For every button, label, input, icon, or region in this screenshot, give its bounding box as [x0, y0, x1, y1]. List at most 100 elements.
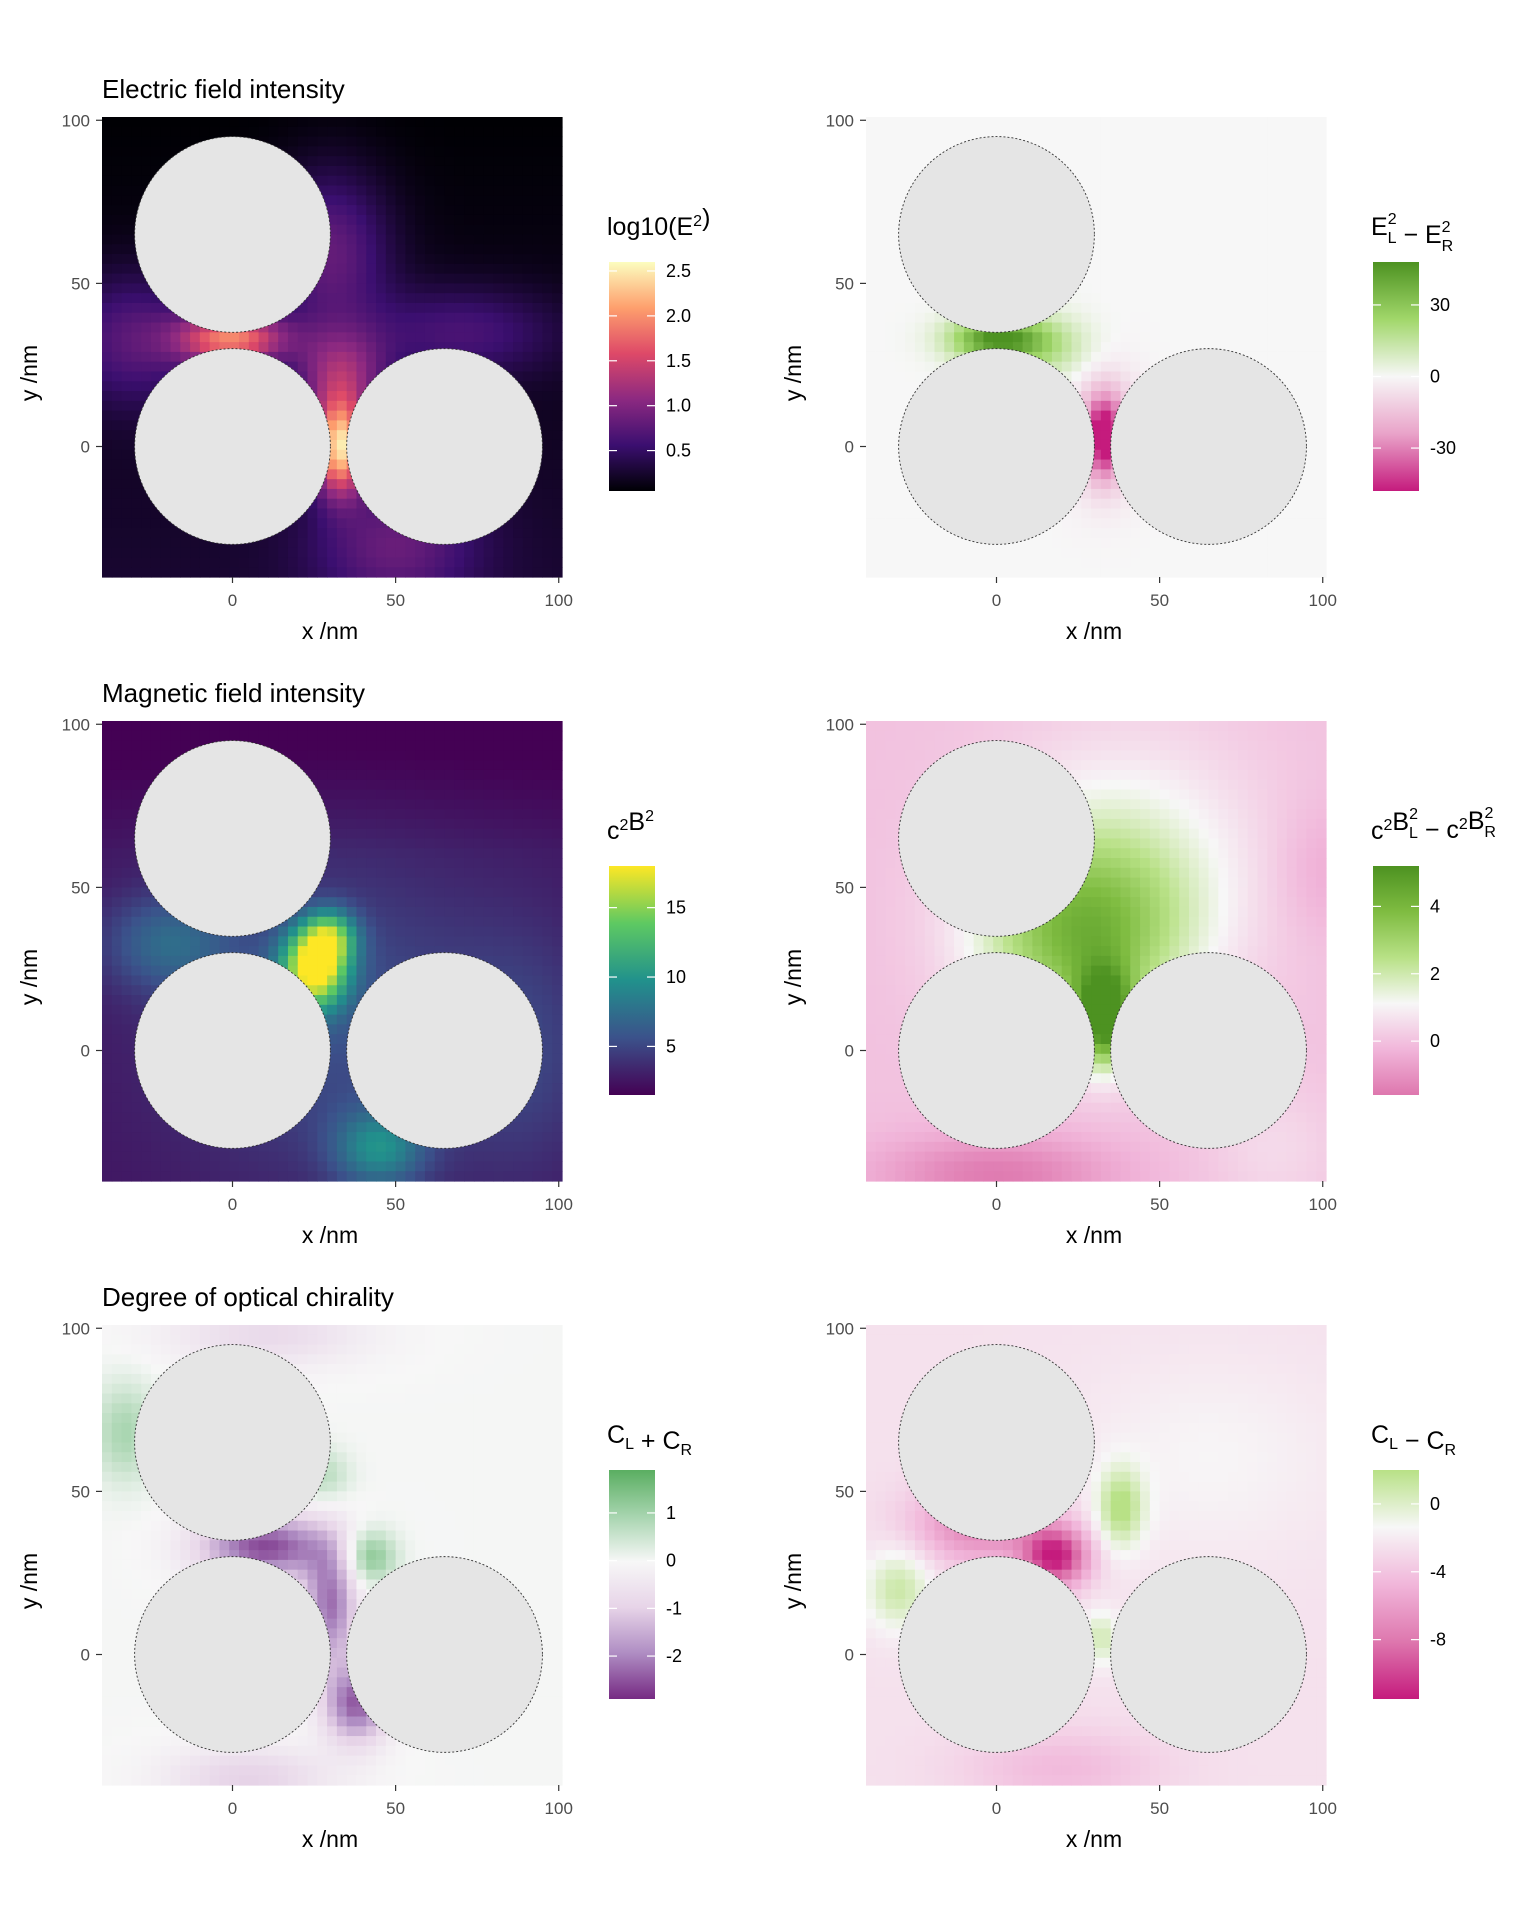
heatmap-cell: [121, 750, 132, 761]
heatmap-cell: [1159, 136, 1171, 147]
heatmap-cell: [875, 479, 887, 490]
heatmap-cell: [190, 126, 201, 138]
heatmap-cell: [1296, 332, 1308, 343]
heatmap-cell: [102, 537, 113, 549]
heatmap-cell: [405, 273, 416, 284]
heatmap-cell: [444, 224, 455, 236]
heatmap-cell: [1198, 156, 1210, 167]
heatmap-cell: [552, 469, 563, 480]
heatmap-cell: [1061, 156, 1073, 167]
heatmap-cell: [150, 117, 162, 128]
heatmap-cell: [1169, 156, 1180, 167]
heatmap-cell: [278, 547, 289, 559]
heatmap-cell: [199, 730, 211, 742]
heatmap-cell: [297, 136, 309, 147]
heatmap-cell: [102, 760, 113, 771]
heatmap-cell: [1237, 254, 1249, 265]
heatmap-cell: [141, 975, 152, 986]
heatmap-cell: [875, 332, 887, 343]
heatmap-cell: [111, 195, 123, 206]
heatmap-cell: [963, 332, 975, 343]
heatmap-cell: [1071, 537, 1082, 549]
heatmap-cell: [1267, 244, 1278, 255]
heatmap-cell: [336, 498, 348, 510]
heatmap-cell: [1091, 263, 1102, 275]
heatmap-cell: [1277, 322, 1288, 333]
heatmap-cell: [522, 234, 534, 245]
heatmap-cell: [336, 156, 348, 167]
legend-title: log10(E2): [607, 204, 710, 241]
heatmap-cell: [199, 946, 211, 957]
heatmap-cell: [875, 342, 887, 353]
heatmap-cell: [454, 254, 465, 265]
heatmap-cell: [1316, 126, 1327, 138]
heatmap-cell: [424, 273, 436, 284]
heatmap-cell: [1247, 537, 1259, 549]
heatmap-cell: [1306, 528, 1317, 539]
heatmap-cell: [866, 342, 877, 353]
heatmap-cell: [875, 488, 887, 500]
heatmap-cell: [1149, 293, 1161, 304]
heatmap-cell: [356, 302, 367, 314]
heatmap-cell: [1110, 361, 1122, 373]
heatmap-cell: [454, 146, 465, 157]
heatmap-cell: [1081, 165, 1092, 177]
heatmap-cell: [1003, 557, 1014, 568]
heatmap-cell: [111, 1102, 123, 1114]
heatmap-cell: [503, 117, 514, 128]
heatmap-cell: [307, 547, 318, 559]
heatmap-cell: [1306, 342, 1317, 353]
heatmap-cell: [522, 528, 534, 539]
heatmap-cell: [376, 547, 387, 559]
heatmap-cell: [1286, 254, 1298, 265]
heatmap-cell: [327, 557, 338, 568]
heatmap-cell: [464, 117, 475, 128]
heatmap-cell: [895, 273, 906, 284]
heatmap-cell: [1286, 371, 1298, 382]
heatmap-cell: [1228, 342, 1239, 353]
heatmap-cell: [297, 302, 309, 314]
heatmap-cell: [885, 498, 896, 510]
heatmap-cell: [395, 351, 407, 363]
heatmap-cell: [1296, 302, 1308, 314]
heatmap-cell: [454, 283, 465, 294]
heatmap-cell: [229, 567, 240, 578]
heatmap-cell: [1247, 136, 1259, 147]
heatmap-cell: [111, 332, 123, 343]
heatmap-cell: [1149, 528, 1161, 539]
heatmap-cell: [1130, 146, 1141, 157]
heatmap-cell: [111, 799, 123, 810]
heatmap-cell: [102, 1024, 113, 1035]
heatmap-cell: [150, 760, 162, 771]
heatmap-cell: [121, 244, 132, 255]
heatmap-cell: [1100, 342, 1112, 353]
particle-1: [898, 136, 1095, 333]
heatmap-cell: [356, 156, 367, 167]
heatmap-cell: [1081, 342, 1092, 353]
heatmap-cell: [866, 449, 877, 461]
heatmap-cell: [473, 214, 485, 226]
heatmap-cell: [866, 136, 877, 147]
heatmap-cell: [376, 214, 387, 226]
heatmap-cell: [866, 557, 877, 568]
heatmap-cell: [102, 371, 113, 382]
heatmap-cell: [385, 351, 397, 363]
heatmap-cell: [121, 185, 132, 196]
heatmap-cell: [1218, 254, 1229, 265]
heatmap-cell: [356, 381, 367, 392]
heatmap-cell: [944, 528, 955, 539]
heatmap-cell: [875, 312, 887, 324]
heatmap-cell: [111, 1004, 123, 1016]
heatmap-cell: [141, 897, 152, 908]
heatmap-cell: [1100, 283, 1112, 294]
heatmap-cell: [552, 214, 563, 226]
heatmap-cell: [121, 1122, 132, 1133]
heatmap-cell: [542, 439, 553, 451]
heatmap-cell: [532, 283, 544, 294]
heatmap-cell: [336, 547, 348, 559]
heatmap-cell: [1110, 391, 1122, 402]
heatmap-cell: [102, 1063, 113, 1074]
heatmap-cell: [1316, 469, 1327, 480]
heatmap-cell: [376, 136, 387, 147]
heatmap-cell: [1188, 557, 1200, 568]
